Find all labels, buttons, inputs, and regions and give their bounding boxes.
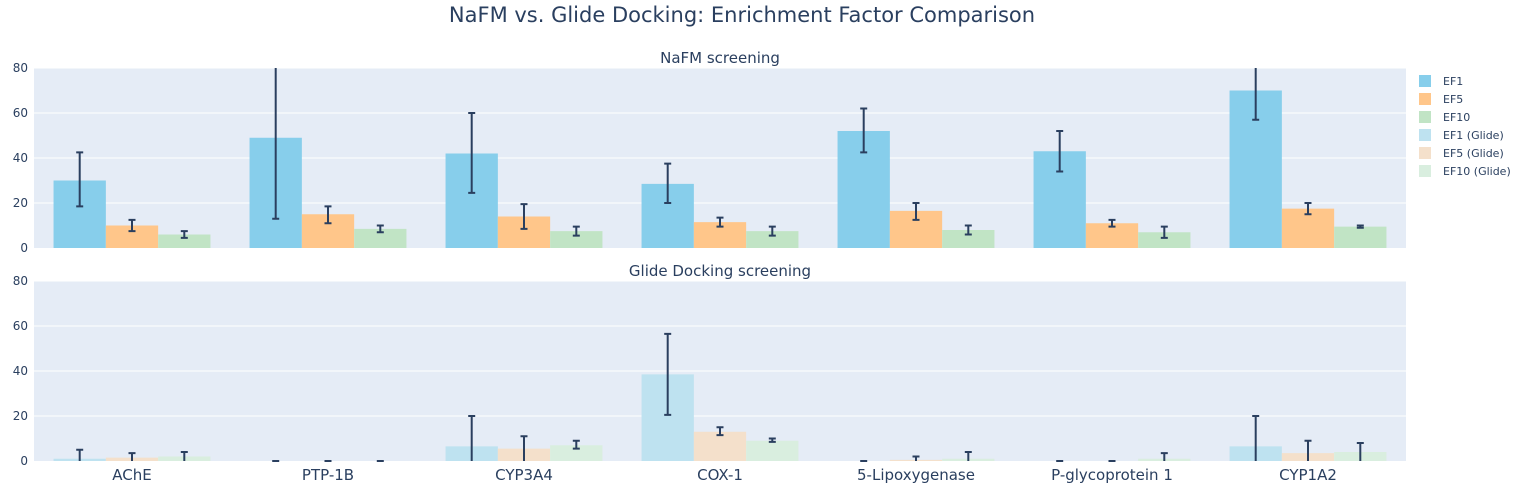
y-tick-label: 20 [13,409,28,423]
series-ef5 [105,202,1335,249]
bar[interactable] [746,440,799,461]
bar[interactable] [693,431,747,461]
bar[interactable] [1138,232,1191,248]
bar[interactable] [550,445,603,461]
legend-item[interactable]: EF5 [1419,93,1463,106]
x-tick-label: CYP3A4 [495,466,553,484]
y-tick-label: 20 [13,196,28,210]
bar[interactable] [746,231,799,248]
error-bar [964,451,972,461]
error-bar [1356,442,1364,461]
panel-2: 0 20 40 60 80 Glide Docking screening AChE PTP-… [13,262,1406,484]
legend-label: EF5 (Glide) [1443,147,1504,160]
error-bar [1056,130,1064,173]
legend-label: EF5 [1443,93,1463,106]
error-bar [768,225,776,237]
error-bar [1304,439,1312,461]
legend-label: EF10 [1443,111,1470,124]
legend-swatch [1419,93,1431,105]
legend-item[interactable]: EF1 [1419,75,1463,88]
panel-subtitle: NaFM screening [660,49,780,67]
error-bar [128,452,136,461]
error-bar [272,68,280,220]
panel-1: 0 20 40 60 80 NaFM screening [13,49,1406,255]
error-bar [716,216,724,228]
bar[interactable] [942,230,995,248]
error-bar [912,202,920,221]
error-bar [468,112,476,194]
series-ef1 [53,68,1282,248]
error-bar [468,415,476,461]
legend-swatch [1419,165,1431,177]
error-bar [572,439,580,450]
error-bar [520,435,528,461]
x-tick-label: P-glycoprotein 1 [1051,466,1173,484]
error-bar [76,448,84,461]
error-bar [716,426,724,437]
series-ef5-glide [105,426,1335,462]
y-tick-label: 40 [13,151,28,165]
error-bar [324,205,332,225]
legend-item[interactable]: EF10 [1419,111,1470,124]
error-bar [1160,225,1168,239]
x-tick-label: 5-Lipoxygenase [857,466,975,484]
error-bar [768,437,776,443]
y-tick-label: 60 [13,106,28,120]
error-bar [1252,415,1260,461]
series-ef10 [158,224,1387,249]
error-bar [1304,202,1312,216]
legend-swatch [1419,111,1431,123]
error-bar [180,451,188,461]
error-bar [1108,218,1116,228]
y-tick-label: 60 [13,319,28,333]
error-bar [1356,224,1364,229]
legend-swatch [1419,147,1431,159]
legend-label: EF1 [1443,75,1463,88]
legend-item[interactable]: EF5 (Glide) [1419,147,1504,160]
bar[interactable] [158,234,211,249]
legend-swatch [1419,129,1431,141]
legend-item[interactable]: EF1 (Glide) [1419,129,1504,142]
bar[interactable] [550,231,603,248]
legend-label: EF1 (Glide) [1443,129,1504,142]
error-bar [964,224,972,236]
y-tick-label: 40 [13,364,28,378]
legend-label: EF10 (Glide) [1443,165,1511,178]
legend-swatch [1419,75,1431,87]
error-bar [1160,452,1168,461]
y-tick-label: 0 [20,454,28,468]
legend[interactable]: EF1 EF5 EF10 EF1 (Glide) EF5 (Glide) EF10 (Gl… [1419,75,1511,178]
series-ef10-glide [158,437,1387,462]
error-bar [664,162,672,204]
bar[interactable] [105,225,159,249]
error-bar [76,151,84,208]
panels: 0 20 40 60 80 NaFM screening 0 20 40 60 80 Glide Do… [13,49,1406,484]
series-ef1-glide [53,332,1282,462]
error-bar [860,107,868,154]
error-bar [128,218,136,233]
x-tick-label: AChE [112,466,151,484]
error-bar [180,230,188,239]
x-tick-label: PTP-1B [302,466,354,484]
panel-subtitle: Glide Docking screening [629,262,811,280]
x-tick-label: CYP1A2 [1279,466,1337,484]
x-tick-label: COX-1 [697,466,743,484]
error-bar [572,225,580,237]
bar[interactable] [1334,226,1387,248]
legend-item[interactable]: EF10 (Glide) [1419,165,1511,178]
y-tick-label: 80 [13,61,28,75]
error-bar [1252,68,1260,121]
y-tick-label: 0 [20,241,28,255]
error-bar [376,224,384,234]
y-tick-label: 80 [13,274,28,288]
bar[interactable] [354,228,407,248]
chart-title: NaFM vs. Glide Docking: Enrichment Facto… [449,3,1035,27]
error-bar [912,455,920,461]
error-bar [520,203,528,230]
error-bar [664,332,672,416]
